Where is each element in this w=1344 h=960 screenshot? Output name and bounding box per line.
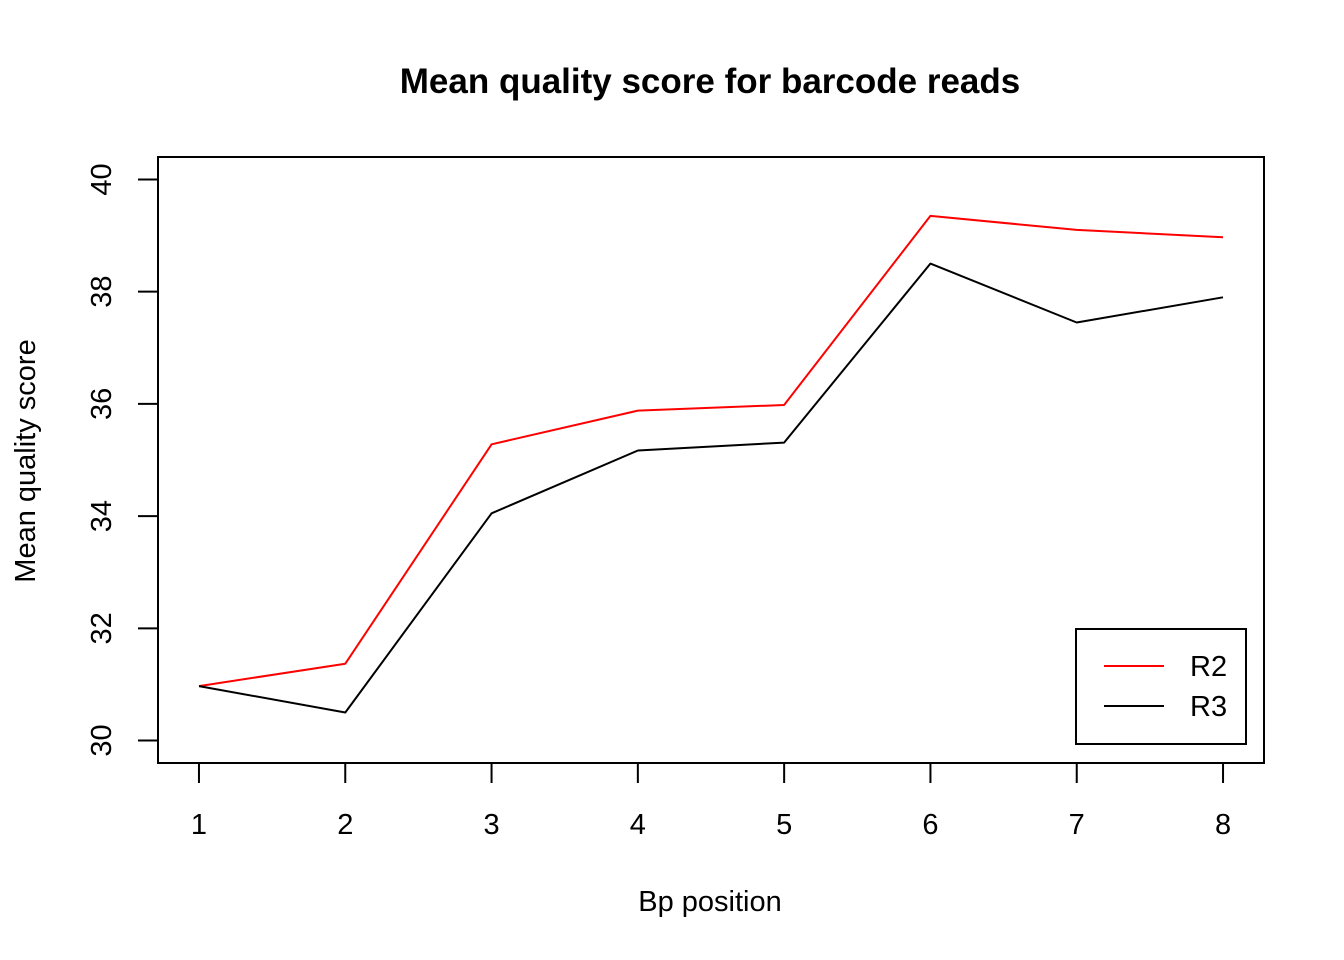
y-axis-label: Mean quality score xyxy=(10,339,42,582)
legend-label-r2: R2 xyxy=(1190,651,1227,683)
y-tick-label: 36 xyxy=(86,388,118,420)
legend-box xyxy=(1075,628,1247,745)
x-tick-label: 5 xyxy=(776,809,792,841)
y-tick-label: 30 xyxy=(86,724,118,756)
y-axis: 30 32 34 36 38 40 xyxy=(86,163,159,757)
x-tick-label: 1 xyxy=(191,809,207,841)
chart-title: Mean quality score for barcode reads xyxy=(400,62,1020,101)
x-tick-label: 4 xyxy=(630,809,646,841)
series-line-r2 xyxy=(198,214,1224,688)
y-tick-label: 38 xyxy=(86,276,118,308)
x-tick-label: 3 xyxy=(483,809,499,841)
y-tick-label: 40 xyxy=(86,163,118,195)
series-line-r3 xyxy=(198,262,1224,714)
x-tick-label: 6 xyxy=(922,809,938,841)
x-axis: 1 2 3 4 5 6 7 8 xyxy=(191,762,1231,841)
x-tick-label: 8 xyxy=(1215,809,1231,841)
x-tick-label: 2 xyxy=(337,809,353,841)
legend-label-r3: R3 xyxy=(1190,691,1227,723)
series-lines xyxy=(198,214,1224,714)
y-tick-label: 34 xyxy=(86,500,118,532)
x-tick-label: 7 xyxy=(1069,809,1085,841)
x-axis-label: Bp position xyxy=(638,886,782,918)
y-tick-label: 32 xyxy=(86,612,118,644)
